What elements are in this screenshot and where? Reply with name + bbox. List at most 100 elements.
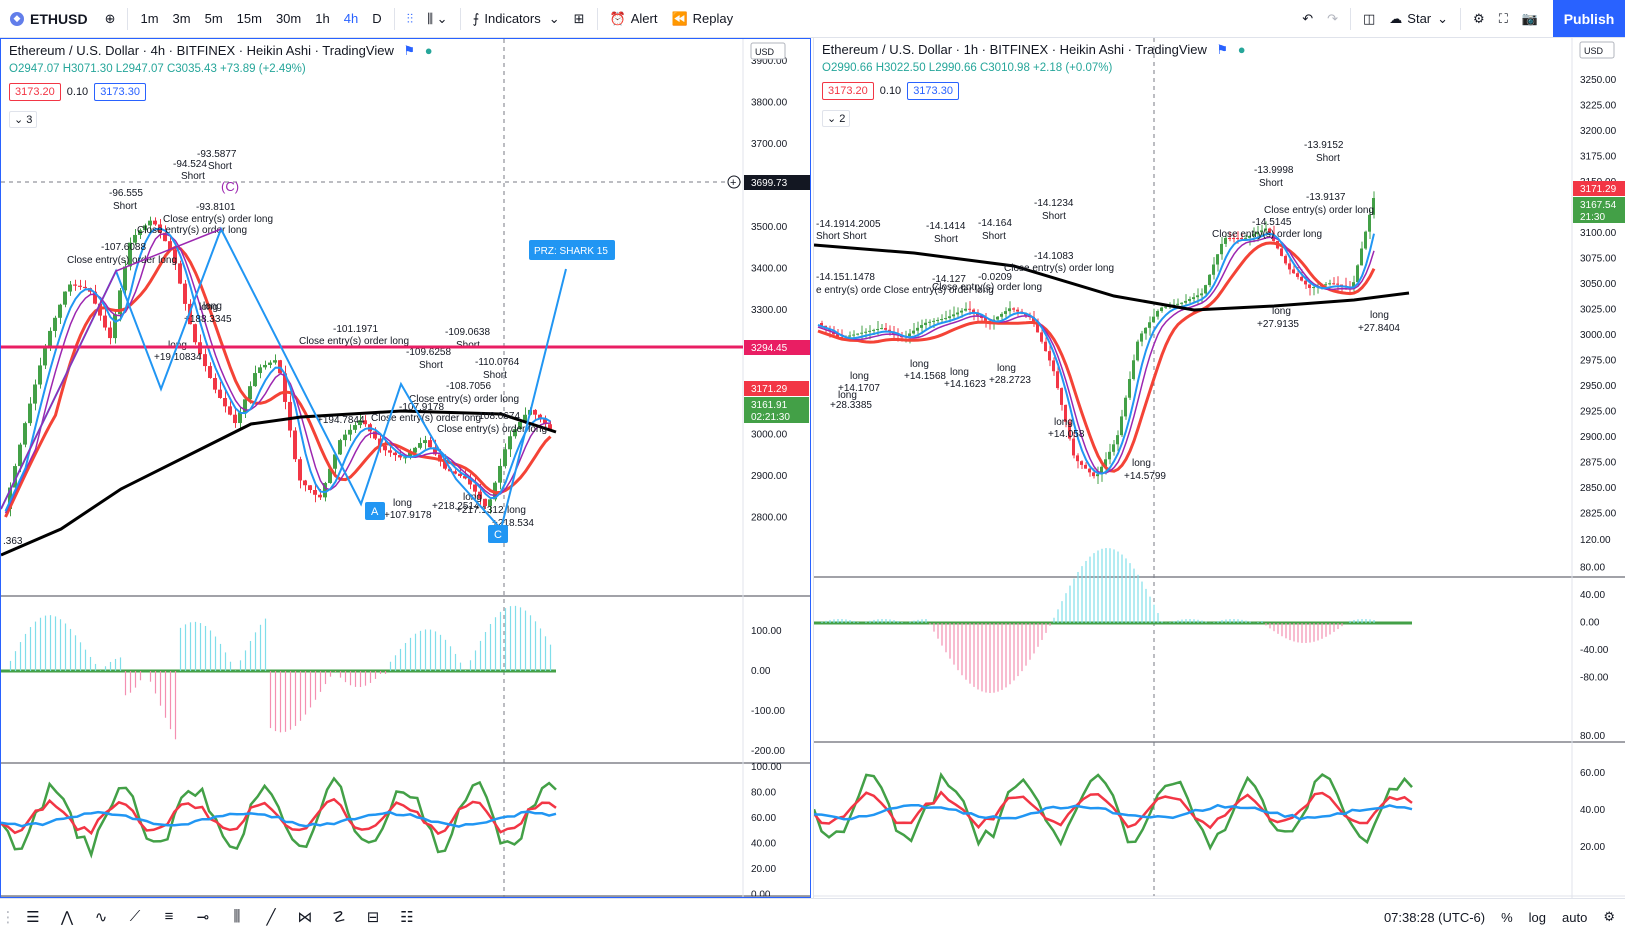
clock-time[interactable]: 07:38:28 (UTC-6) [1383,909,1486,925]
interval-1m[interactable]: 1m [140,11,159,26]
candle-body [1016,309,1019,312]
current-price-box [1573,197,1625,223]
flag-icon[interactable]: ⚑ [1216,42,1229,57]
osc-tick-label: 0.00 [1580,618,1600,629]
layout-icon[interactable]: ◫ [1363,10,1376,26]
collapse-indicators-button[interactable]: ⌄ 2 [822,110,851,127]
bars-icon[interactable]: ⫼ [233,908,241,925]
measure-icon[interactable]: ⊟ [366,908,380,926]
undo-icon[interactable]: ↶ [1302,10,1314,26]
list-icon[interactable]: ☷ [400,908,414,926]
interval-15m[interactable]: 15m [236,11,262,26]
hline-icon[interactable]: ⊸ [196,908,210,926]
rsi-tick-label: 80.00 [751,788,776,799]
ema-red-line [817,241,1376,473]
currency-selector[interactable] [750,42,786,60]
camera-icon[interactable]: 📷 [1521,10,1538,26]
percent-toggle[interactable]: % [1501,909,1513,925]
candle-body [1072,438,1075,456]
trade-annotation: -14.127 [932,274,966,285]
buy-price-button[interactable]: 3173.30 [907,82,959,100]
chart-pane-left[interactable]: 3900.003800.003700.003600.003500.003400.… [0,38,811,898]
trade-annotation: long [507,505,526,516]
ray-icon[interactable]: ╱ [266,908,276,926]
trend-icon[interactable]: ⟋ [129,908,141,925]
chart-pane-right[interactable]: 3250.003225.003200.003175.003150.003125.… [813,38,1625,898]
trade-annotation: .363 [3,536,23,547]
candle-body [238,412,242,424]
settings-icon[interactable]: ⚙ [1603,909,1615,924]
xabcd-icon[interactable]: ⋈ [297,908,313,926]
candle-body [288,401,292,431]
templates-icon[interactable]: ⊞ [573,10,585,26]
buy-price-button[interactable]: 3173.30 [94,83,146,101]
elliott-wave-lines[interactable] [1,228,222,510]
alert-button[interactable]: ⏰ Alert [603,5,665,33]
trade-annotation: -108.7056 [446,381,491,392]
candle-body [208,366,212,378]
sell-price-button[interactable]: 3173.20 [9,83,61,101]
flag-icon[interactable]: ⚑ [403,43,416,58]
rsi-blue-line [814,803,1413,821]
interval-30m[interactable]: 30m [275,11,302,26]
candle-body [193,324,197,343]
candle-body [1248,235,1251,238]
candle-body [1228,238,1231,239]
price-tick-label: 2975.00 [1580,356,1617,367]
candle-body [1360,248,1363,266]
candle-body [1052,360,1055,372]
osc-tick-label: 100.00 [751,626,782,637]
fib-icon[interactable]: ≡ [164,908,174,925]
prz-label-box[interactable] [529,240,615,260]
trade-annotation: -107.6088 [101,242,146,253]
crosshair-plus-icon[interactable] [727,175,741,189]
interval-5m[interactable]: 5m [204,11,223,26]
interval-1h[interactable]: 1h [315,11,330,26]
chart-canvas-left[interactable]: 3900.003800.003700.003600.003500.003400.… [1,39,810,897]
harmonic-pattern-lines[interactable] [1,226,567,532]
fullscreen-icon[interactable]: ⛶ [1498,10,1508,26]
interval-3m[interactable]: 3m [172,11,191,26]
bars-style-icon[interactable]: ⫼ ⌄ [427,10,448,26]
pattern-icon[interactable]: ⋀ [60,908,74,926]
price-tick-label: 2950.00 [1580,381,1617,392]
open-value: O2990.66 [822,62,873,74]
candle-body [363,420,367,425]
trade-annotation: Close entry(s) order long [1004,263,1114,274]
hline-price-box [744,340,810,355]
interval-D[interactable]: D [372,11,382,26]
trade-annotation: +14.1623 [944,379,986,390]
candle-body [248,386,252,400]
collapse-indicators-button[interactable]: ⌄ 3 [9,111,38,128]
trade-annotation: Close entry(s) order long [437,424,547,435]
publish-button[interactable]: Publish [1553,0,1625,37]
chart-canvas-right[interactable]: 3250.003225.003200.003175.003150.003125.… [814,38,1625,898]
candle-body [968,308,971,310]
interval-4h[interactable]: 4h [343,11,359,26]
rsi-tick-label: 100.00 [751,762,782,773]
add-symbol-icon[interactable]: ⊕ [104,10,116,26]
star-button[interactable]: ☁ Star ⌄ [1382,5,1455,33]
symbol-search[interactable]: ◆ ETHUSD [0,11,98,27]
price-tick-label: 3000.00 [751,430,788,441]
candles-icon[interactable]: ⫶⫶ [406,10,414,26]
indicators-button[interactable]: ⨍ Indicators ⌄ [466,5,567,33]
drag-handle-icon[interactable]: ⋮ [0,908,16,926]
candle-body [343,434,347,441]
countdown-label: 21:30 [1580,212,1605,223]
brush-icon[interactable]: ☡ [332,908,346,926]
lines-icon[interactable]: ☰ [26,908,40,926]
auto-toggle[interactable]: auto [1562,909,1588,925]
rsi-tick-label: 20.00 [751,864,776,875]
candle-body [1332,283,1335,285]
redo-icon[interactable]: ↷ [1327,10,1338,26]
wave-icon[interactable]: ∿ [94,908,108,926]
candle-body [1236,238,1239,239]
candle-body [920,325,923,328]
replay-button[interactable]: ⏪ Replay [664,5,740,33]
sell-price-button[interactable]: 3173.20 [822,82,874,100]
rsi-tick-label: 0.00 [751,890,771,898]
currency-selector[interactable] [1579,41,1615,59]
log-toggle[interactable]: log [1528,909,1547,925]
gear-icon[interactable]: ⚙ [1473,10,1485,26]
